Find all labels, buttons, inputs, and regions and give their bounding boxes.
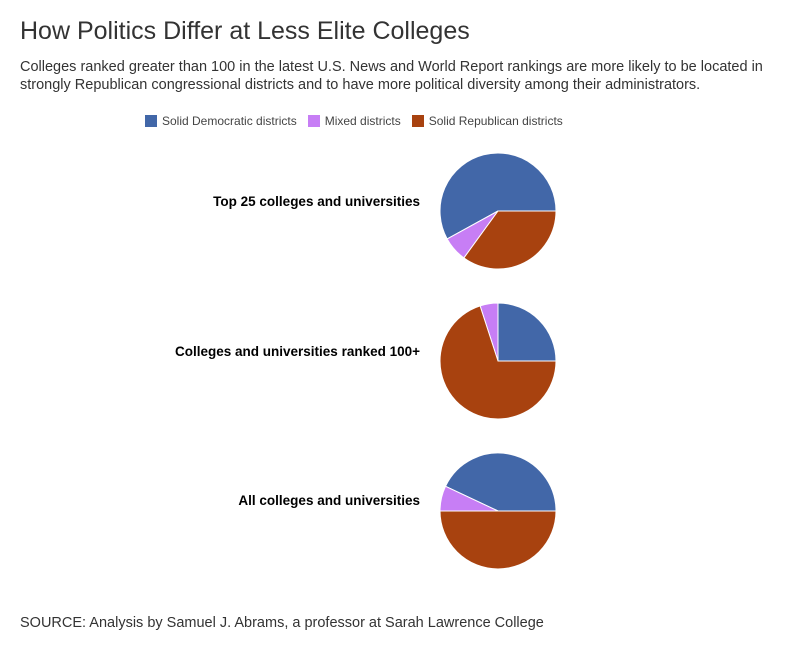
chart-title: How Politics Differ at Less Elite Colleg…: [20, 17, 470, 45]
legend-item-republican: Solid Republican districts: [411, 114, 563, 128]
pie-top-25: [439, 152, 557, 270]
pie-row-all: All colleges and universities: [238, 452, 557, 570]
source-note: SOURCE: Analysis by Samuel J. Abrams, a …: [20, 615, 544, 631]
pie-all: [439, 452, 557, 570]
chart-subtitle: Colleges ranked greater than 100 in the …: [20, 59, 763, 93]
pie-ranked-100-plus: [439, 302, 557, 420]
legend-swatch-republican: [411, 115, 424, 127]
pie-slice-ranked-100-plus-democratic: [497, 302, 557, 362]
pie-chart-area: Top 25 colleges and universities College…: [175, 152, 557, 570]
pie-row-top-25: Top 25 colleges and universities: [213, 152, 557, 270]
legend-label-mixed: Mixed districts: [324, 114, 401, 128]
pie-row-ranked-100-plus: Colleges and universities ranked 100+: [175, 302, 557, 420]
pie-slice-all-democratic: [444, 452, 557, 512]
legend-swatch-democratic: [145, 115, 157, 127]
legend: Solid Democratic districts Mixed distric…: [145, 114, 574, 128]
pie-label-all: All colleges and universities: [238, 493, 420, 508]
legend-item-mixed: Mixed districts: [307, 114, 401, 128]
pie-label-top-25: Top 25 colleges and universities: [213, 194, 420, 209]
pie-label-ranked-100-plus: Colleges and universities ranked 100+: [175, 344, 420, 359]
legend-label-democratic: Solid Democratic districts: [162, 114, 297, 128]
pie-slice-all-republican: [439, 510, 557, 570]
pie-slice-ranked-100-plus-republican: [439, 305, 557, 420]
legend-label-republican: Solid Republican districts: [428, 114, 563, 128]
pie-slice-top-25-democratic: [439, 152, 557, 240]
pie-slice-top-25-republican: [463, 210, 557, 270]
legend-item-democratic: Solid Democratic districts: [145, 114, 297, 128]
legend-swatch-mixed: [307, 115, 320, 127]
